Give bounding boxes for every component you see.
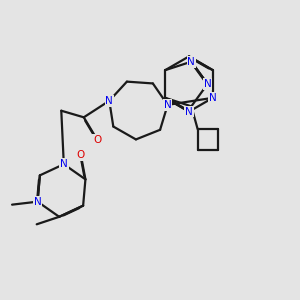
Text: N: N <box>188 57 195 67</box>
Text: N: N <box>164 100 172 110</box>
Text: N: N <box>204 79 212 89</box>
Text: O: O <box>93 135 101 145</box>
Text: N: N <box>209 93 217 103</box>
Text: O: O <box>77 150 85 160</box>
Text: N: N <box>34 197 41 207</box>
Text: N: N <box>60 159 68 169</box>
Text: N: N <box>209 93 217 103</box>
Text: O: O <box>77 150 85 160</box>
Text: O: O <box>93 135 101 145</box>
Text: N: N <box>164 100 172 110</box>
Text: N: N <box>60 159 68 169</box>
Text: N: N <box>204 79 212 89</box>
Text: N: N <box>34 197 41 207</box>
Text: N: N <box>105 96 113 106</box>
Text: N: N <box>105 96 113 106</box>
Text: N: N <box>185 106 193 117</box>
Text: N: N <box>188 57 195 67</box>
Text: N: N <box>185 106 193 117</box>
